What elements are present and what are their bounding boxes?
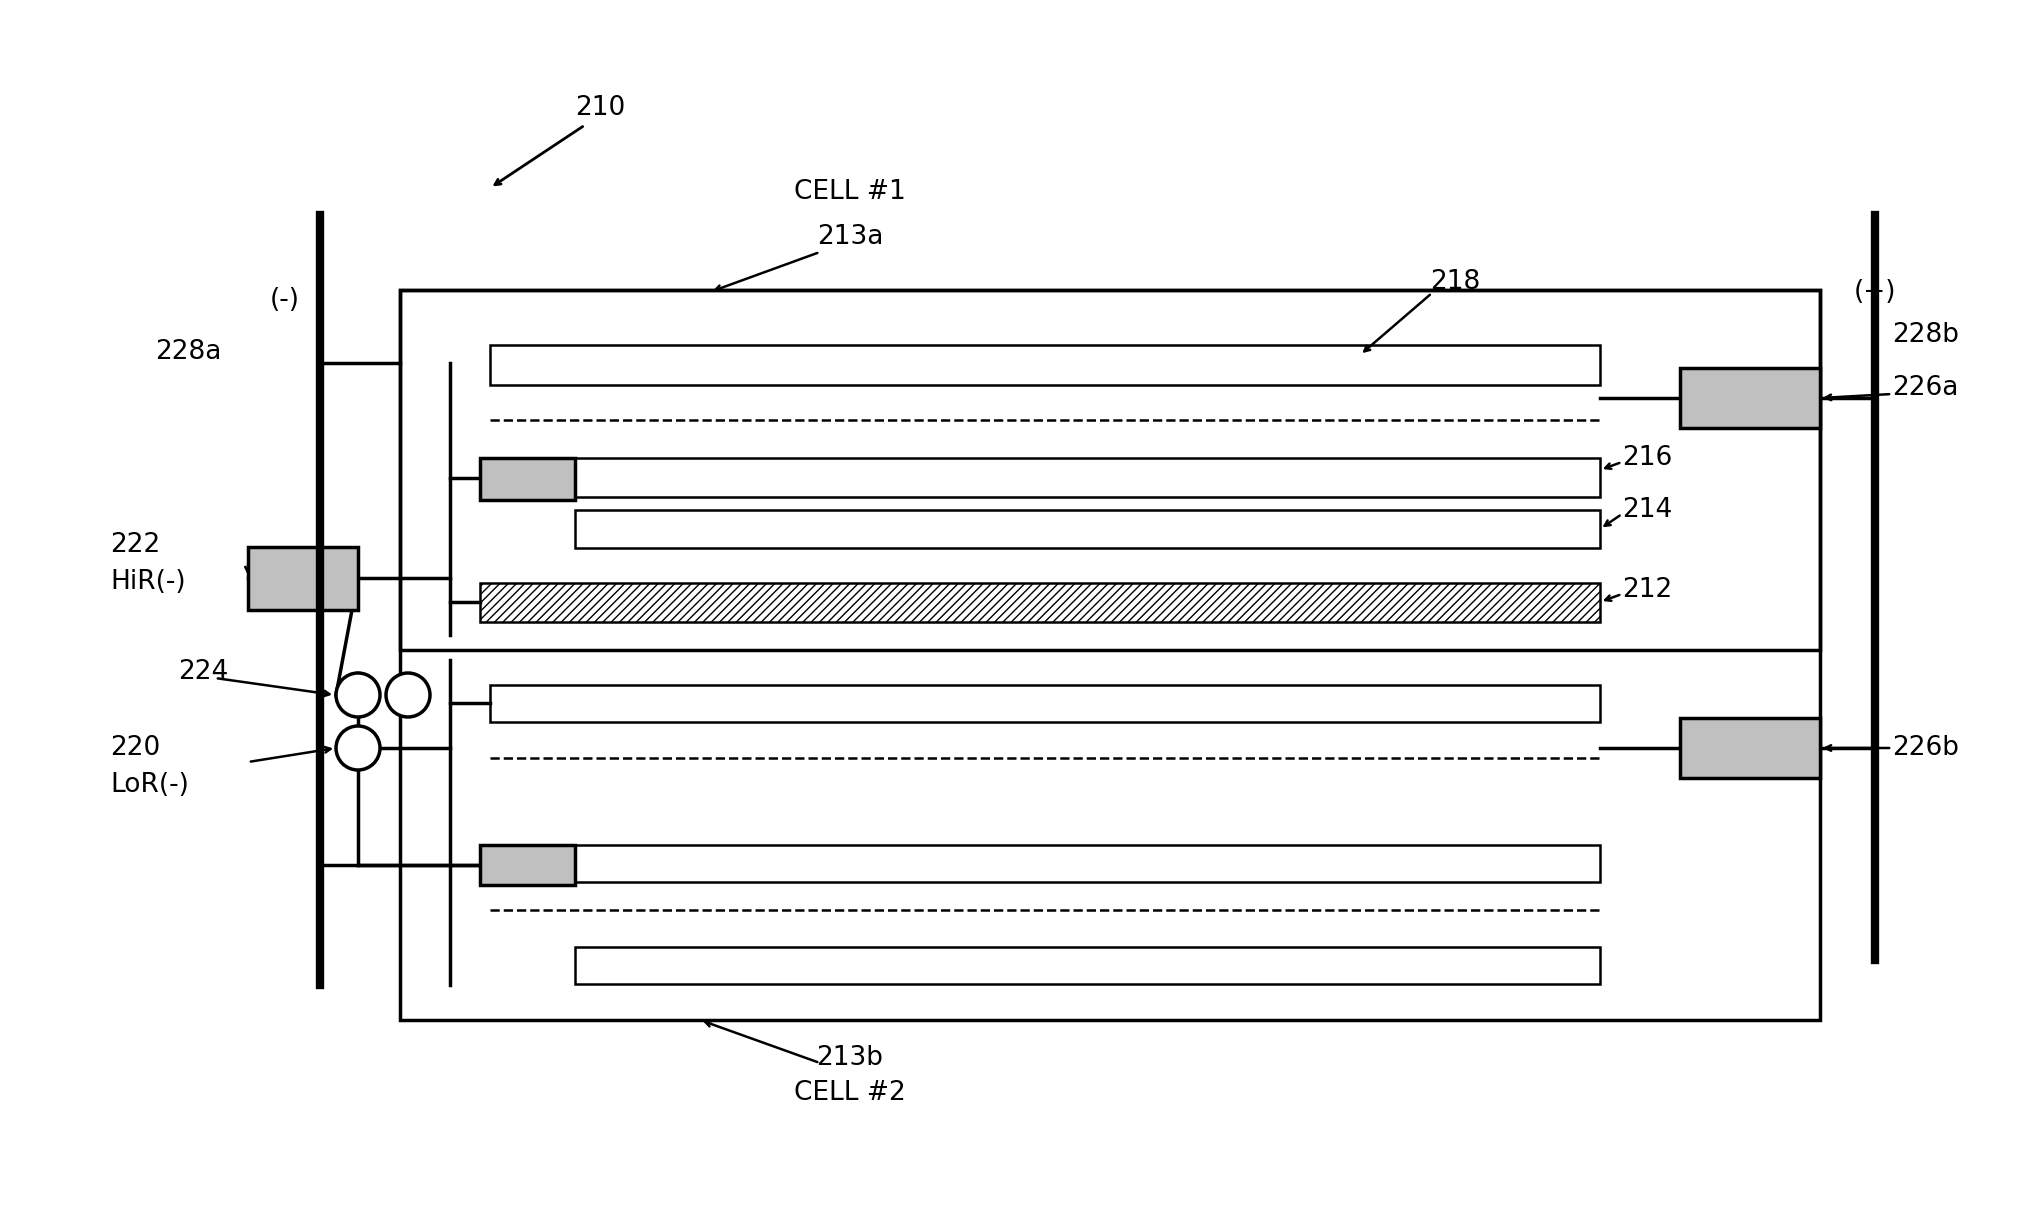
- Text: 226a: 226a: [1890, 375, 1957, 401]
- Bar: [1680, 368, 1819, 428]
- Bar: [479, 583, 1599, 622]
- Bar: [575, 947, 1599, 984]
- Bar: [489, 686, 1599, 722]
- Text: (-): (-): [269, 287, 300, 313]
- Text: CELL #1: CELL #1: [793, 179, 905, 205]
- Bar: [489, 345, 1599, 385]
- Bar: [479, 457, 575, 500]
- Text: 224: 224: [177, 659, 228, 686]
- Circle shape: [336, 725, 379, 770]
- Bar: [575, 845, 1599, 882]
- Bar: [400, 290, 1819, 1020]
- Text: 222: 222: [110, 532, 161, 558]
- Circle shape: [385, 674, 430, 717]
- Bar: [575, 457, 1599, 497]
- Text: 210: 210: [575, 95, 624, 121]
- Text: 218: 218: [1429, 269, 1480, 295]
- Circle shape: [336, 674, 379, 717]
- Text: 226b: 226b: [1890, 735, 1957, 760]
- Text: 216: 216: [1621, 445, 1672, 471]
- Bar: [479, 845, 575, 885]
- Text: CELL #2: CELL #2: [793, 1080, 905, 1106]
- Text: LoR(-): LoR(-): [110, 772, 190, 798]
- Bar: [400, 290, 1819, 651]
- Text: 220: 220: [110, 735, 161, 760]
- Bar: [575, 511, 1599, 548]
- Text: 213a: 213a: [816, 225, 883, 250]
- Text: 228a: 228a: [155, 339, 222, 365]
- Text: 212: 212: [1621, 577, 1672, 604]
- Text: HiR(-): HiR(-): [110, 568, 186, 595]
- Text: (+): (+): [1853, 279, 1896, 305]
- Text: 228b: 228b: [1890, 322, 1957, 348]
- Text: 214: 214: [1621, 497, 1672, 523]
- Bar: [249, 547, 357, 610]
- Bar: [1680, 718, 1819, 779]
- Text: 213b: 213b: [816, 1045, 883, 1071]
